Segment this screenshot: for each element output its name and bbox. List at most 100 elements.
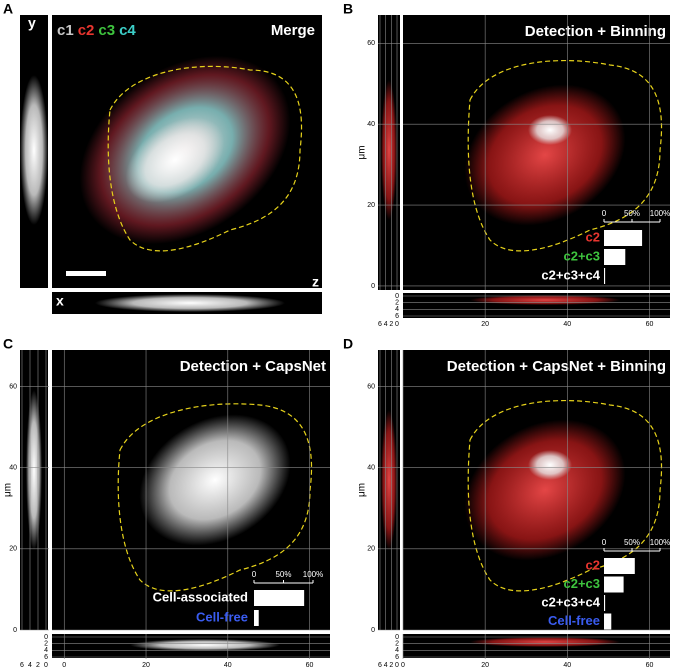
xz-signal — [95, 294, 285, 312]
z-tick-label: 4 — [28, 662, 32, 668]
panel-c-image — [20, 350, 330, 658]
panel-label: B — [343, 1, 353, 17]
z-tick-label: 6 — [20, 662, 24, 668]
panel-title: Merge — [271, 22, 315, 39]
bar — [604, 613, 612, 630]
bar — [604, 576, 624, 593]
cell-outline — [467, 400, 663, 592]
y-tick-label: 60 — [367, 40, 375, 47]
inset-tick-label: 0 — [602, 538, 607, 547]
bar — [604, 595, 606, 611]
bar-label: c2+c3 — [563, 576, 600, 591]
channel-name: c1 — [57, 22, 74, 39]
y-tick-label: 40 — [367, 465, 375, 472]
inset-tick-label: 100% — [650, 209, 670, 218]
bar-label: Cell-associated — [153, 589, 248, 604]
x-tick-label: 20 — [481, 321, 489, 328]
xz-spots — [470, 637, 620, 647]
z-tick-label: 6 — [378, 662, 382, 668]
y-tick-label: 0 — [13, 627, 17, 634]
spot-cloud — [139, 414, 291, 546]
cell-outline — [467, 60, 663, 252]
spot-cloud-core — [528, 115, 572, 145]
z-tick-label: 2 — [44, 641, 48, 648]
y-tick-label: 0 — [371, 627, 375, 634]
inset-tick-label: 100% — [650, 538, 670, 547]
spot-cloud-core — [528, 450, 572, 480]
z-tick-label: 4 — [44, 647, 48, 654]
z-tick-label: 4 — [384, 662, 388, 668]
inset-tick-label: 100% — [303, 570, 323, 579]
z-tick-label: 2 — [389, 321, 393, 328]
z-tick-label: 0 — [395, 293, 399, 300]
x-tick-label: 60 — [646, 662, 654, 668]
z-tick-label: 2 — [389, 662, 393, 668]
bar — [254, 610, 259, 626]
y-tick-label: 20 — [367, 202, 375, 209]
bar-label: c2 — [586, 229, 600, 244]
spot-cloud — [464, 419, 626, 561]
z-tick-label: 4 — [395, 306, 399, 313]
cell-core — [125, 117, 225, 203]
z-tick-label: 0 — [395, 321, 399, 328]
bar-label: Cell-free — [548, 613, 600, 628]
bar-label: c2+c3+c4 — [541, 267, 600, 282]
inset-tick-label: 50% — [624, 209, 640, 218]
z-tick-label: 6 — [395, 654, 399, 661]
cell-outline — [107, 65, 303, 252]
channel-name: c4 — [119, 22, 136, 39]
bar — [254, 590, 305, 606]
y-tick-label: 40 — [367, 121, 375, 128]
x-tick-label: 20 — [142, 662, 150, 668]
bar-label: c2 — [586, 557, 600, 572]
yz-signal — [20, 75, 48, 225]
panel-label: A — [3, 1, 13, 17]
xz-spots — [470, 295, 620, 305]
panel-label: C — [3, 336, 13, 352]
yz-spots — [26, 390, 42, 550]
y-tick-label: 40 — [9, 465, 17, 472]
xz-spots — [130, 639, 280, 651]
z-tick-label: 6 — [378, 321, 382, 328]
y-tick-label: 60 — [9, 383, 17, 390]
axis-letter: y — [28, 15, 36, 31]
z-tick-label: 4 — [395, 647, 399, 654]
bar — [604, 558, 635, 574]
bar — [604, 230, 643, 246]
z-tick-label: 6 — [395, 313, 399, 320]
x-tick-label: 40 — [563, 662, 571, 668]
x-tick-label: 40 — [563, 321, 571, 328]
channel-name: c2 — [78, 22, 95, 39]
y-tick-label: 60 — [367, 383, 375, 390]
z-tick-label: 2 — [395, 641, 399, 648]
x-tick-label: 60 — [306, 662, 314, 668]
z-tick-label: 0 — [395, 662, 399, 668]
yz-spots — [381, 410, 397, 550]
channel-name: c3 — [98, 22, 115, 39]
x-tick-label: 0 — [401, 662, 405, 668]
z-tick-label: 0 — [44, 634, 48, 641]
y-axis-label: μm — [357, 145, 368, 159]
bar-label: c2+c3 — [563, 248, 600, 263]
bar — [604, 249, 626, 265]
panel-title: Detection + Binning — [525, 23, 666, 40]
panel-b-image — [378, 15, 670, 318]
y-axis-label: μm — [357, 483, 368, 497]
x-tick-label: 40 — [224, 662, 232, 668]
z-tick-label: 2 — [395, 300, 399, 307]
panel-title: Detection + CapsNet — [180, 358, 326, 375]
bar-label: Cell-free — [196, 609, 248, 624]
inset-tick-label: 50% — [624, 538, 640, 547]
spot-cloud — [464, 84, 626, 226]
bar — [604, 268, 606, 284]
y-tick-label: 0 — [371, 283, 375, 290]
z-tick-label: 0 — [44, 662, 48, 668]
inset-tick-label: 0 — [602, 209, 607, 218]
z-tick-label: 4 — [384, 321, 388, 328]
axis-letter: x — [56, 293, 64, 309]
channel-legend: c1 c2 c3 c4 — [57, 22, 136, 39]
